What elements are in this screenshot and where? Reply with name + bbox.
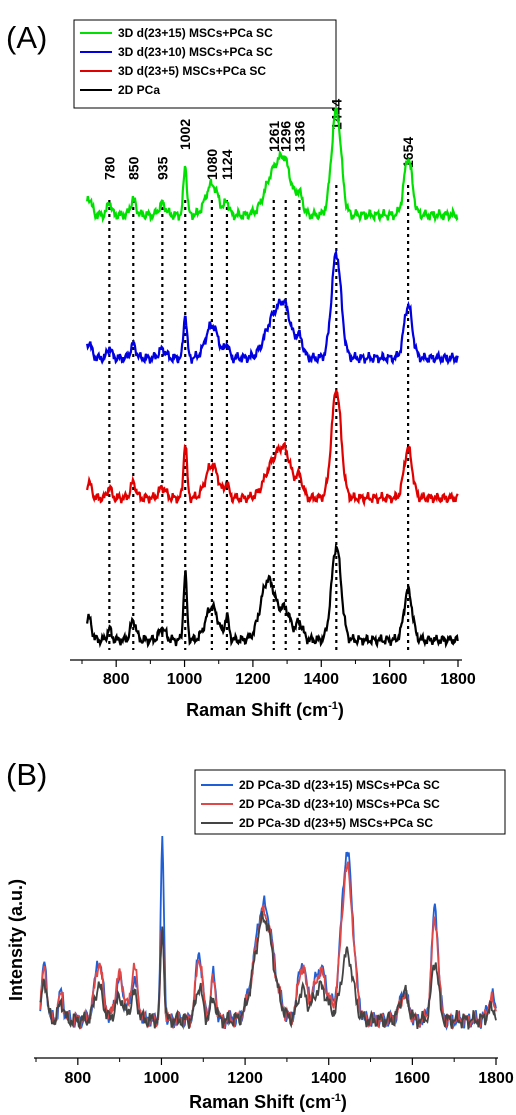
x-tick-label: 1600: [372, 671, 408, 688]
x-tick-label: 1200: [227, 1070, 263, 1087]
x-tick-label: 1800: [478, 1070, 514, 1087]
panel-b-letter: (B): [6, 757, 47, 792]
spectrum-line-0: [86, 106, 459, 224]
legend-b-3: 2D PCa-3D d(23+5) MSCs+PCa SC: [239, 816, 433, 830]
panel-b-ylabel: Intensity (a.u.): [6, 879, 26, 1001]
x-tick-label: 1400: [303, 671, 339, 688]
legend-b-frame: [194, 769, 506, 835]
panel-b-legend: 2D PCa-3D d(23+15) MSCs+PCa SC 2D PCa-3D…: [194, 769, 506, 835]
peak-label: 1261: [266, 121, 282, 152]
legend-b-2: 2D PCa-3D d(23+10) MSCs+PCa SC: [239, 797, 440, 811]
legend-frame: [73, 19, 337, 109]
panel-a-series-group: [86, 106, 459, 649]
x-tick-label: 1200: [235, 671, 271, 688]
peak-label: 780: [101, 156, 117, 180]
panel-a-letter: (A): [6, 20, 47, 55]
difference-line-2: [39, 911, 497, 1030]
x-tick-label: 1400: [311, 1070, 347, 1087]
spectrum-line-2: [86, 389, 459, 508]
panel-a-legend: 3D d(23+15) MSCs+PCa SC 3D d(23+10) MSCs…: [73, 19, 337, 109]
legend-a-4: 2D PCa: [118, 83, 160, 97]
x-tick-label: 1600: [395, 1070, 431, 1087]
panel-b-x-axis: 800 1000 1200 1400 1600 1800: [34, 1057, 514, 1087]
peak-label: 1002: [177, 119, 193, 150]
peak-label: 935: [154, 156, 170, 180]
x-tick-label: 1000: [167, 671, 203, 688]
legend-a-1: 3D d(23+15) MSCs+PCa SC: [118, 26, 273, 40]
peak-label: 1336: [291, 121, 307, 152]
x-tick-label: 1000: [144, 1070, 180, 1087]
peak-label: 1080: [204, 149, 220, 180]
x-tick-label: 800: [103, 671, 130, 688]
panel-a-xlabel: Raman Shift (cm-1): [186, 700, 344, 720]
x-tick-label: 1800: [440, 671, 476, 688]
legend-a-3: 3D d(23+5) MSCs+PCa SC: [118, 64, 266, 78]
panel-a-x-axis: 800 1000 1200 1400 1600 1800: [70, 659, 476, 688]
difference-line-1: [39, 861, 497, 1031]
peak-label: 850: [125, 156, 141, 180]
panel-b-xlabel: Raman Shift (cm-1): [189, 1092, 347, 1112]
legend-b-1: 2D PCa-3D d(23+15) MSCs+PCa SC: [239, 778, 440, 792]
peak-label: 1124: [219, 149, 235, 180]
panel-b-series-group: [39, 835, 497, 1031]
peak-label: 1654: [400, 137, 416, 168]
spectrum-line-1: [86, 248, 459, 366]
x-tick-label: 800: [64, 1070, 91, 1087]
peak-label: 1296: [278, 121, 294, 152]
difference-line-0: [39, 835, 497, 1031]
spectrum-line-3: [86, 543, 459, 649]
legend-a-2: 3D d(23+10) MSCs+PCa SC: [118, 45, 273, 59]
